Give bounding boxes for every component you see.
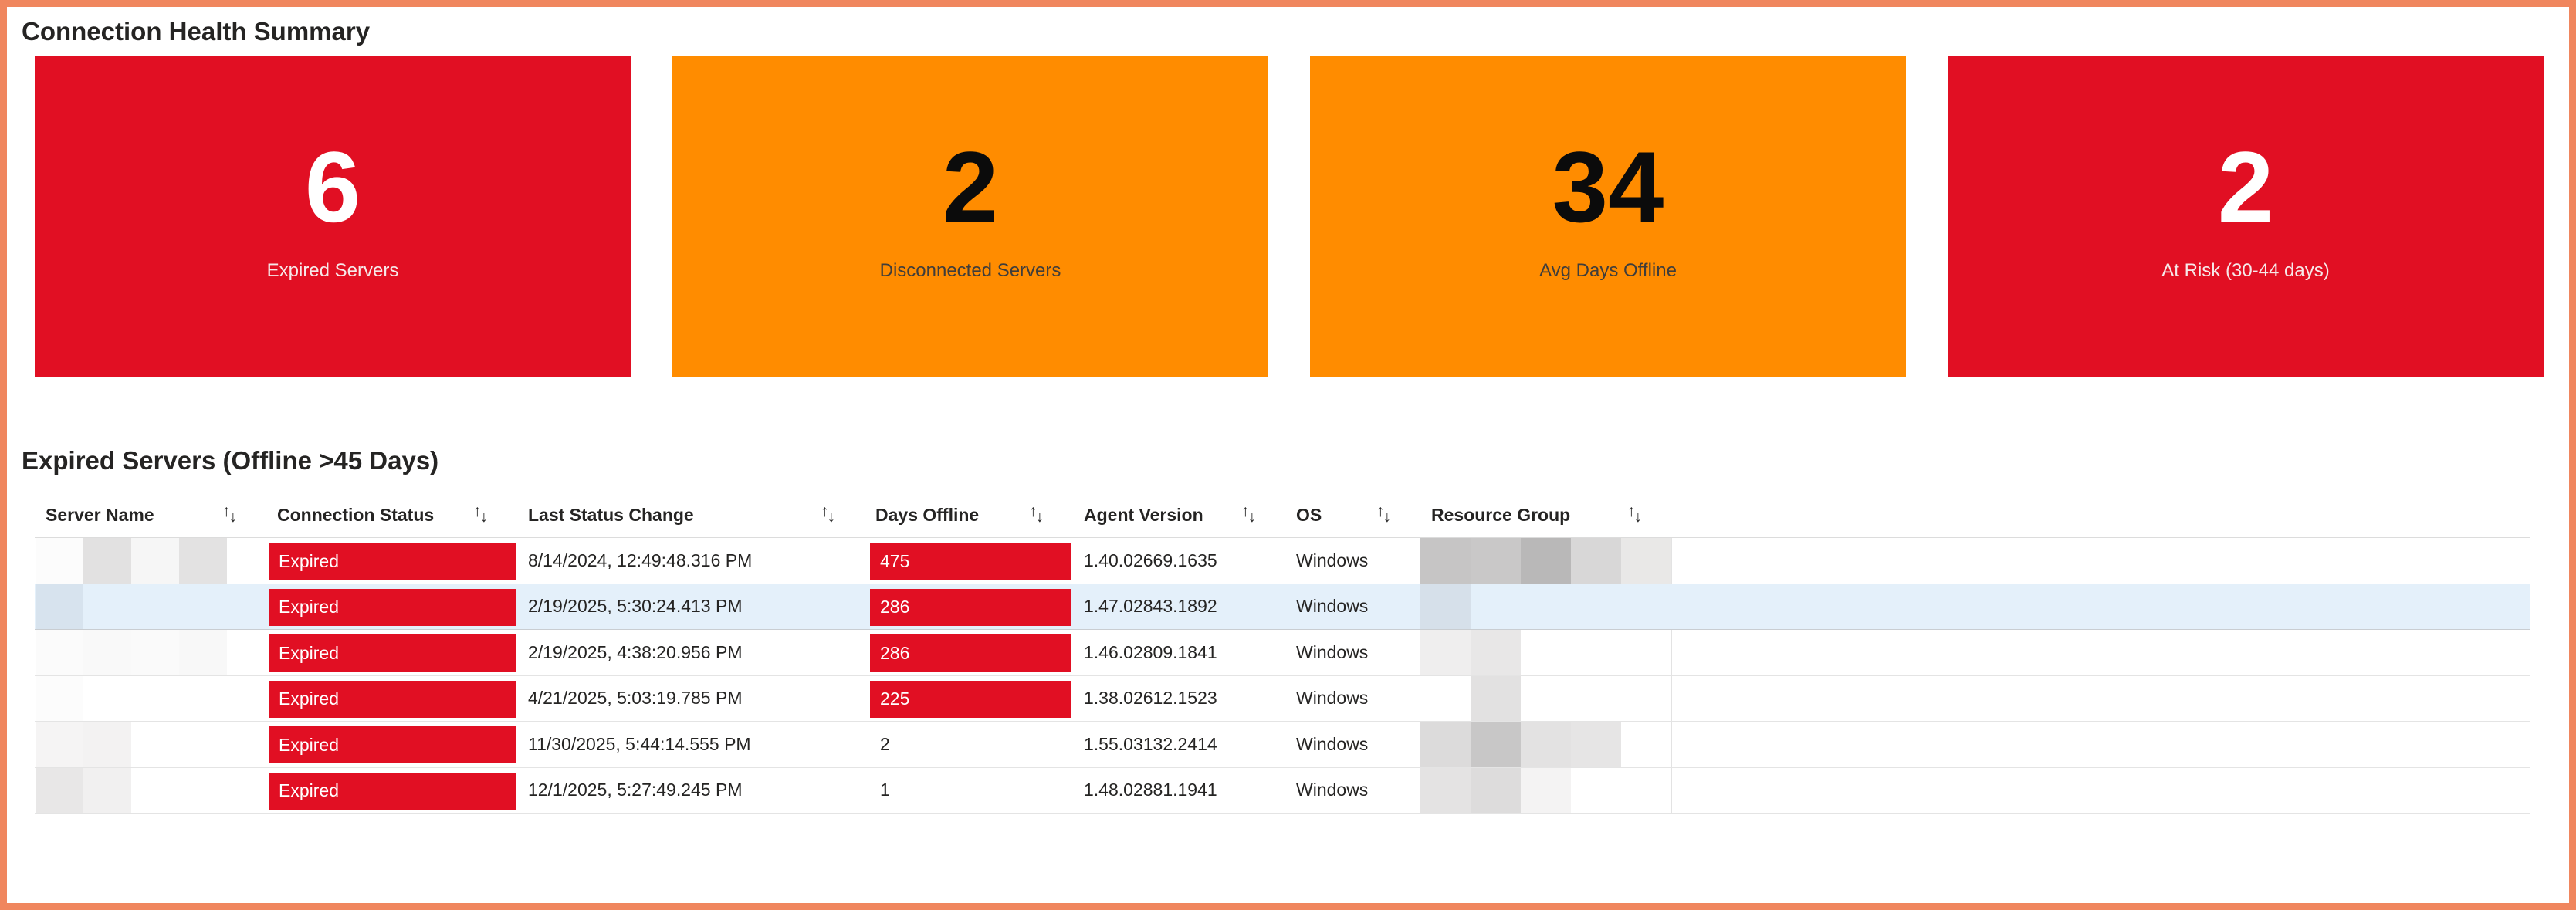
resource-group-redacted [1521,538,1571,584]
server-name-redacted [36,538,83,584]
kpi-value: 34 [1552,130,1664,243]
sort-icon[interactable]: ↑↓ [1376,502,1391,526]
sort-icon[interactable]: ↑↓ [473,502,488,526]
server-name-redacted [179,630,227,675]
server-name-redacted [36,675,83,721]
kpi-card-at-risk[interactable]: 2 At Risk (30-44 days) [1948,56,2544,377]
server-name-redacted [131,538,179,584]
resource-group-redacted [1521,722,1571,767]
table-row[interactable]: Expired 2/19/2025, 4:38:20.956 PM 286 1.46.… [35,630,2530,676]
kpi-label: Avg Days Offline [1539,260,1677,281]
last-status-change-cell: 11/30/2025, 5:44:14.555 PM [528,733,751,754]
kpi-label: Expired Servers [266,260,399,281]
table-row[interactable]: Expired 11/30/2025, 5:44:14.555 PM 2 1.55.0… [35,722,2530,768]
resource-group-redacted [1471,767,1521,813]
column-header-days-offline[interactable]: Days Offline ↑↓ [875,502,1044,526]
agent-version-cell: 1.47.02843.1892 [1084,596,1217,617]
server-name-redacted [36,630,83,675]
agent-version-cell: 1.40.02669.1635 [1084,550,1217,570]
os-cell: Windows [1296,780,1369,800]
agent-version-cell: 1.38.02612.1523 [1084,688,1217,709]
server-name-redacted [36,584,83,629]
days-offline-chip: 286 [870,588,1071,626]
header-divider [35,537,2530,538]
table-row[interactable]: Expired 8/14/2024, 12:49:48.316 PM 475 1.40… [35,538,2530,584]
sort-icon[interactable]: ↑↓ [1241,502,1256,526]
last-status-change-cell: 2/19/2025, 5:30:24.413 PM [528,596,743,617]
status-chip: Expired [269,772,516,810]
os-cell: Windows [1296,596,1369,617]
kpi-value: 2 [2217,130,2274,243]
days-offline-chip: 286 [870,634,1071,672]
table-title: Expired Servers (Offline >45 Days) [22,446,439,475]
os-cell: Windows [1296,550,1369,570]
resource-group-redacted [1471,675,1521,721]
server-name-redacted [36,722,83,767]
days-offline-chip: 475 [870,543,1071,580]
status-chip: Expired [269,680,516,718]
os-cell: Windows [1296,733,1369,754]
os-cell: Windows [1296,641,1369,662]
kpi-value: 2 [942,130,999,243]
resource-group-redacted [1621,538,1671,584]
resource-group-redacted [1420,538,1471,584]
sort-icon[interactable]: ↑↓ [821,502,835,526]
table-row[interactable]: Expired 2/19/2025, 5:30:24.413 PM 286 1.47.… [35,584,2530,630]
kpi-label: Disconnected Servers [879,260,1061,281]
last-status-change-cell: 8/14/2024, 12:49:48.316 PM [528,550,753,570]
kpi-label: At Risk (30-44 days) [2161,260,2330,281]
server-name-redacted [83,767,131,813]
resource-group-redacted [1471,538,1521,584]
column-header-connection-status[interactable]: Connection Status ↑↓ [277,502,488,526]
resource-group-redacted [1471,630,1521,675]
column-header-resource-group[interactable]: Resource Group ↑↓ [1431,502,1642,526]
server-name-redacted [83,630,131,675]
status-chip: Expired [269,543,516,580]
column-divider [1671,538,1672,814]
resource-group-redacted [1420,584,1471,629]
resource-group-redacted [1420,767,1471,813]
resource-group-redacted [1420,630,1471,675]
resource-group-redacted [1521,767,1571,813]
resource-group-redacted [1571,538,1621,584]
days-offline-cell: 1 [880,780,890,800]
kpi-card-avg-days-offline[interactable]: 34 Avg Days Offline [1310,56,1906,377]
status-chip: Expired [269,588,516,626]
days-offline-cell: 2 [880,733,890,754]
sort-icon[interactable]: ↑↓ [1029,502,1044,526]
last-status-change-cell: 4/21/2025, 5:03:19.785 PM [528,688,743,709]
summary-title: Connection Health Summary [22,17,371,46]
last-status-change-cell: 12/1/2025, 5:27:49.245 PM [528,780,743,800]
days-offline-chip: 225 [870,680,1071,718]
server-name-redacted [131,630,179,675]
resource-group-redacted [1571,722,1621,767]
last-status-change-cell: 2/19/2025, 4:38:20.956 PM [528,641,743,662]
table-row[interactable]: Expired 12/1/2025, 5:27:49.245 PM 1 1.48.02… [35,767,2530,814]
os-cell: Windows [1296,688,1369,709]
column-header-last-status-change[interactable]: Last Status Change ↑↓ [528,502,835,526]
table-row[interactable]: Expired 4/21/2025, 5:03:19.785 PM 225 1.38.… [35,675,2530,722]
server-name-redacted [179,538,227,584]
agent-version-cell: 1.46.02809.1841 [1084,641,1217,662]
sort-icon[interactable]: ↑↓ [222,502,237,526]
kpi-card-expired-servers[interactable]: 6 Expired Servers [35,56,631,377]
kpi-card-disconnected-servers[interactable]: 2 Disconnected Servers [672,56,1268,377]
sort-icon[interactable]: ↑↓ [1627,502,1642,526]
status-chip: Expired [269,726,516,763]
status-chip: Expired [269,634,516,672]
column-header-agent-version[interactable]: Agent Version ↑↓ [1084,502,1256,526]
column-header-server-name[interactable]: Server Name ↑↓ [46,502,237,526]
server-name-redacted [83,722,131,767]
resource-group-redacted [1471,722,1521,767]
column-header-os[interactable]: OS ↑↓ [1296,502,1391,526]
agent-version-cell: 1.48.02881.1941 [1084,780,1217,800]
kpi-value: 6 [304,130,361,243]
resource-group-redacted [1420,722,1471,767]
server-name-redacted [36,767,83,813]
agent-version-cell: 1.55.03132.2414 [1084,733,1217,754]
server-name-redacted [83,538,131,584]
